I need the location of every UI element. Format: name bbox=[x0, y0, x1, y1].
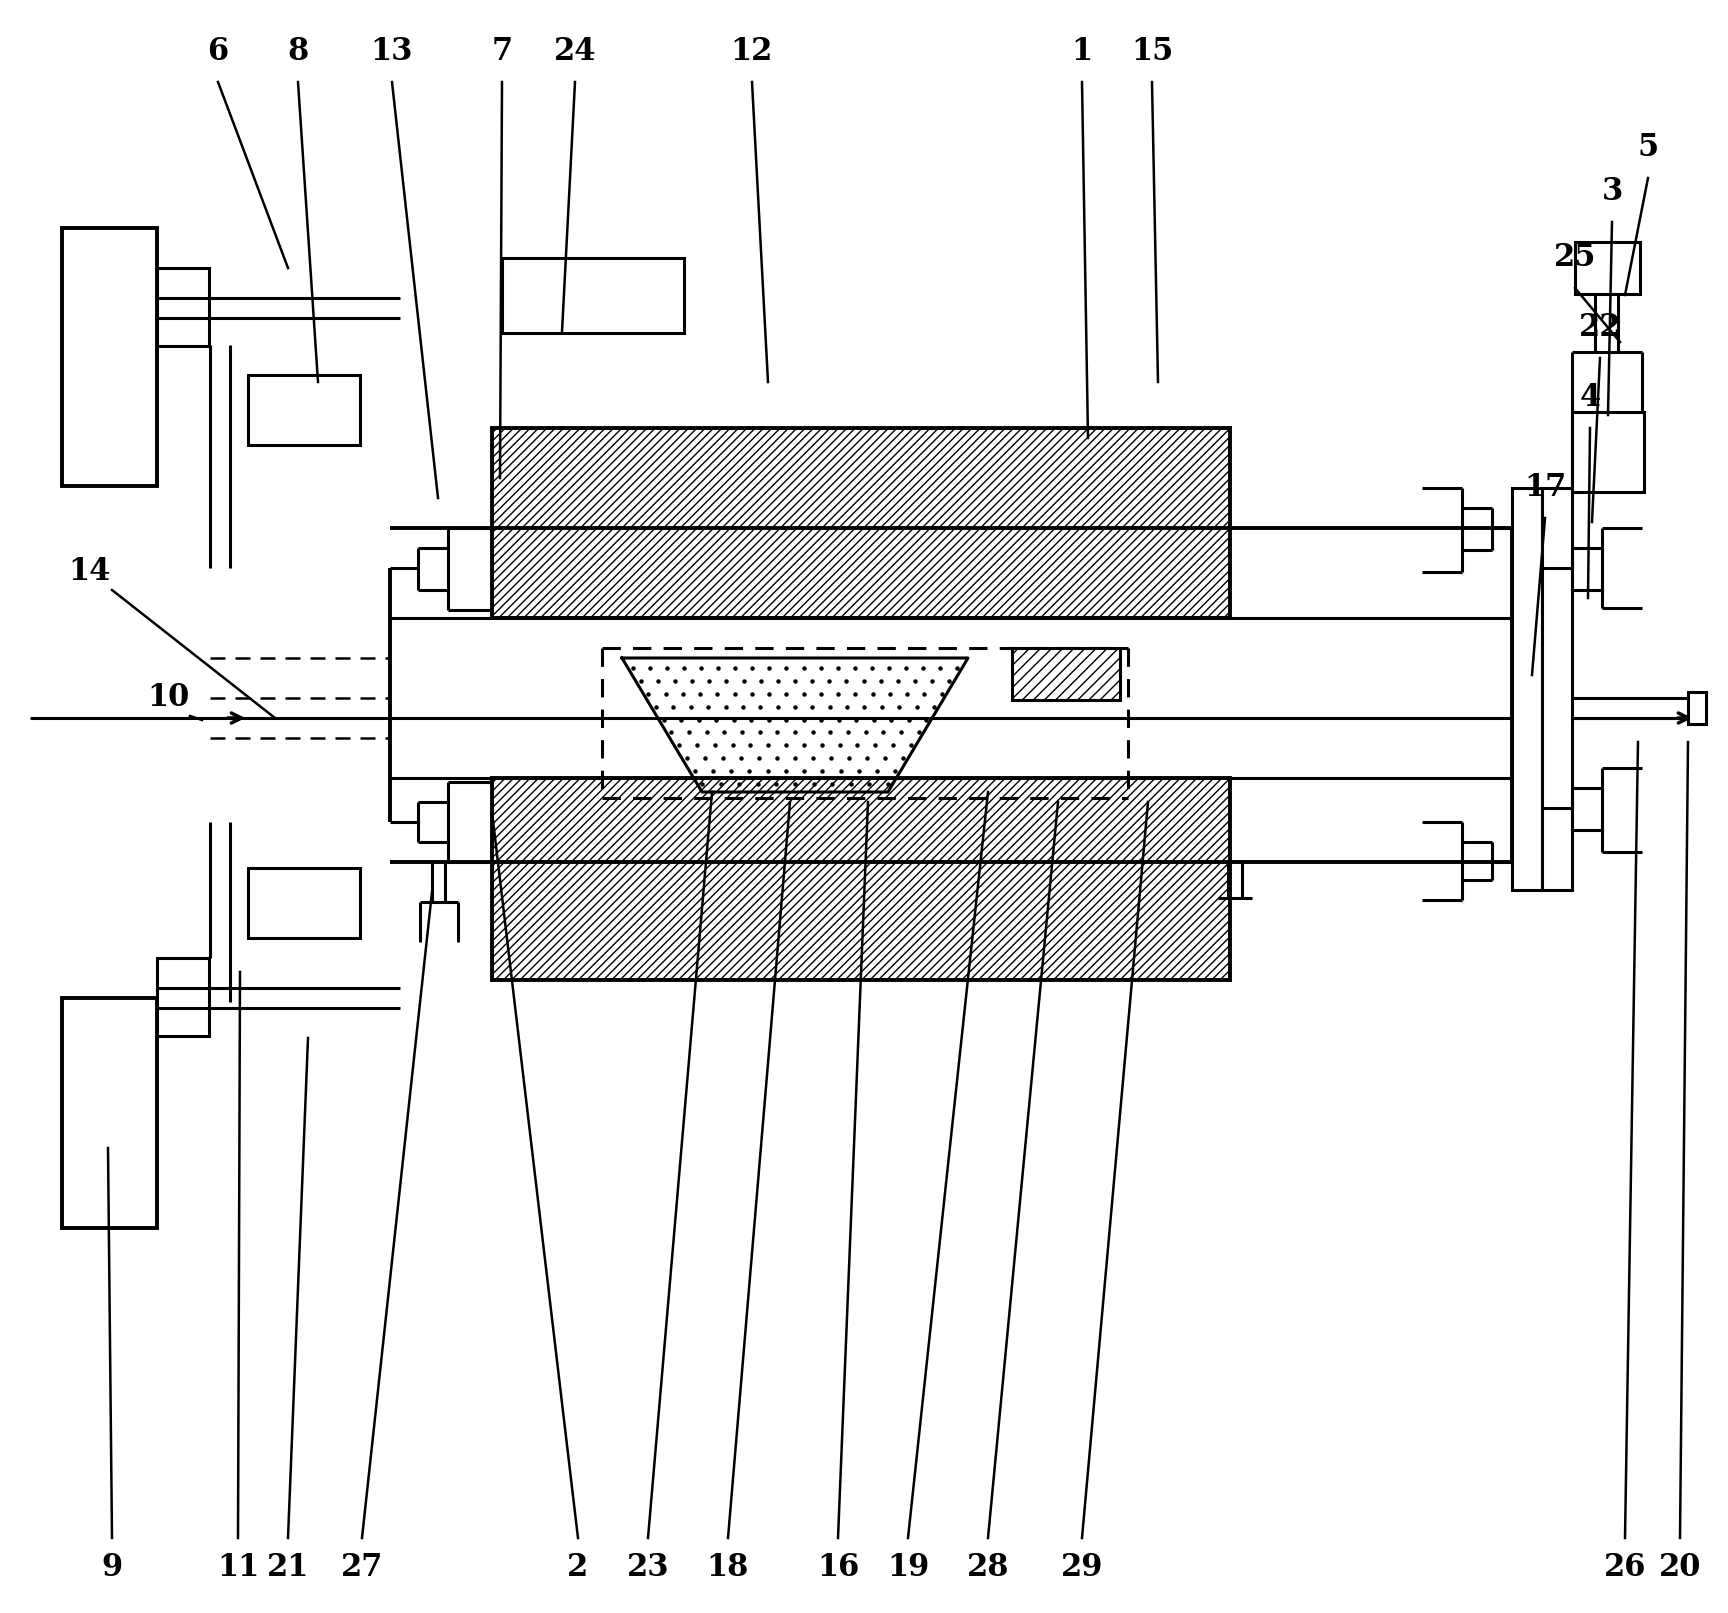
Bar bbox=[62, 227, 157, 486]
Text: 14: 14 bbox=[69, 556, 111, 587]
Text: 19: 19 bbox=[886, 1552, 930, 1584]
Bar bbox=[1574, 242, 1640, 294]
Text: 3: 3 bbox=[1602, 176, 1623, 208]
Bar bbox=[1688, 692, 1706, 724]
Text: 23: 23 bbox=[627, 1552, 669, 1584]
Text: 25: 25 bbox=[1553, 242, 1597, 274]
Bar bbox=[503, 258, 684, 332]
Bar bbox=[249, 374, 359, 445]
Text: 27: 27 bbox=[340, 1552, 384, 1584]
Bar bbox=[492, 427, 1230, 618]
Text: 9: 9 bbox=[102, 1552, 123, 1584]
Bar bbox=[492, 777, 1230, 981]
Text: 5: 5 bbox=[1638, 132, 1659, 163]
Text: 7: 7 bbox=[491, 37, 513, 68]
Text: 26: 26 bbox=[1604, 1552, 1647, 1584]
Bar bbox=[62, 998, 157, 1227]
Text: 20: 20 bbox=[1659, 1552, 1700, 1584]
Text: 18: 18 bbox=[707, 1552, 750, 1584]
Text: 28: 28 bbox=[966, 1552, 1009, 1584]
Text: 1: 1 bbox=[1071, 37, 1092, 68]
Text: 13: 13 bbox=[372, 37, 413, 68]
Bar bbox=[249, 868, 359, 939]
Text: 4: 4 bbox=[1579, 382, 1600, 413]
Bar bbox=[1572, 411, 1643, 492]
Text: 11: 11 bbox=[218, 1552, 259, 1584]
Bar bbox=[157, 268, 209, 347]
Text: 12: 12 bbox=[731, 37, 772, 68]
Text: 16: 16 bbox=[817, 1552, 859, 1584]
Text: 10: 10 bbox=[147, 682, 188, 713]
Text: 29: 29 bbox=[1061, 1552, 1102, 1584]
Text: 22: 22 bbox=[1579, 313, 1621, 344]
Bar bbox=[157, 958, 209, 1036]
Bar bbox=[1013, 648, 1120, 700]
Text: 2: 2 bbox=[567, 1552, 589, 1584]
Text: 21: 21 bbox=[266, 1552, 309, 1584]
Text: 6: 6 bbox=[207, 37, 228, 68]
Text: 17: 17 bbox=[1524, 473, 1566, 503]
Text: 24: 24 bbox=[553, 37, 596, 68]
Text: 15: 15 bbox=[1130, 37, 1173, 68]
Bar bbox=[1512, 489, 1541, 890]
Bar bbox=[1541, 489, 1572, 890]
Text: 8: 8 bbox=[287, 37, 309, 68]
